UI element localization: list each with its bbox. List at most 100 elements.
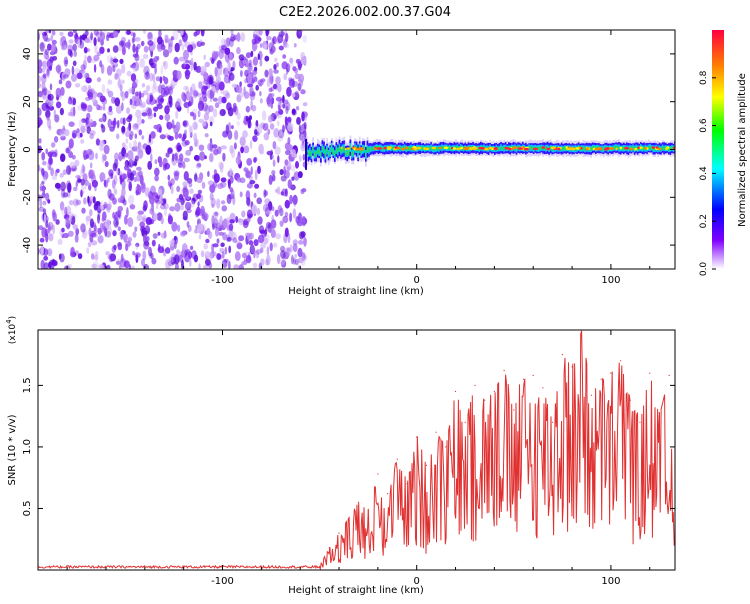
y-tick-label: 0.5 xyxy=(22,501,33,517)
noise-speckle xyxy=(205,212,209,219)
noise-speckle xyxy=(218,48,224,60)
noise-speckle xyxy=(263,43,268,50)
noise-speckle xyxy=(247,73,253,84)
signal-hotspot xyxy=(383,146,387,150)
noise-speckle xyxy=(168,256,175,263)
signal-hotspot xyxy=(609,147,614,150)
noise-speckle xyxy=(194,228,198,234)
signal-hotspot xyxy=(376,147,382,150)
noise-speckle xyxy=(171,221,178,232)
noise-speckle xyxy=(246,182,253,189)
noise-speckle xyxy=(103,144,110,155)
noise-speckle xyxy=(174,132,179,140)
noise-speckle xyxy=(289,244,293,253)
noise-speckle xyxy=(64,129,70,137)
noise-speckle xyxy=(270,219,277,229)
noise-speckle xyxy=(298,73,305,84)
noise-speckle xyxy=(257,53,260,60)
noise-speckle xyxy=(127,236,133,242)
signal-band-cell xyxy=(352,150,355,156)
noise-speckle xyxy=(144,187,150,197)
noise-speckle xyxy=(268,174,273,185)
noise-speckle xyxy=(80,64,86,71)
signal-band-cell xyxy=(641,147,644,150)
noise-speckle xyxy=(73,50,77,58)
noise-speckle xyxy=(180,197,185,206)
noise-speckle xyxy=(271,174,276,182)
signal-band-cell xyxy=(330,145,333,150)
noise-speckle xyxy=(275,76,281,85)
noise-speckle xyxy=(286,63,291,73)
noise-speckle xyxy=(291,254,294,265)
noise-speckle xyxy=(195,65,202,73)
noise-speckle xyxy=(115,260,121,265)
noise-speckle xyxy=(67,182,72,193)
noise-speckle xyxy=(145,85,151,92)
noise-speckle xyxy=(64,206,68,216)
noise-speckle xyxy=(224,246,227,255)
noise-speckle xyxy=(101,124,106,133)
noise-speckle xyxy=(94,44,98,54)
noise-speckle xyxy=(272,242,278,248)
noise-speckle xyxy=(285,32,289,42)
noise-speckle xyxy=(97,235,104,244)
snr-panel: -100 0 100 0.5 1.0 1.5 Height of straight lin… xyxy=(5,316,676,596)
noise-speckle xyxy=(78,119,84,128)
noise-speckle xyxy=(271,170,276,176)
noise-speckle xyxy=(123,260,130,269)
noise-speckle xyxy=(76,175,81,184)
noise-speckle xyxy=(273,128,280,138)
spectrogram-frame xyxy=(37,29,676,270)
noise-speckle xyxy=(174,171,179,181)
noise-speckle xyxy=(219,162,224,173)
x-tick-label: 100 xyxy=(601,275,620,286)
noise-speckle xyxy=(301,111,305,122)
signal-hotspot xyxy=(386,146,392,149)
snr-point xyxy=(66,565,68,567)
noise-speckle xyxy=(230,30,234,37)
noise-speckle xyxy=(212,181,218,189)
noise-speckle xyxy=(132,43,136,53)
noise-speckle xyxy=(40,245,44,256)
noise-speckle xyxy=(157,95,164,105)
noise-speckle xyxy=(255,249,260,259)
noise-speckle xyxy=(68,151,73,159)
noise-speckle xyxy=(112,30,119,38)
noise-speckle xyxy=(116,119,120,129)
noise-speckle xyxy=(159,76,163,84)
noise-speckle xyxy=(139,99,143,107)
noise-speckle xyxy=(280,175,287,182)
signal-hotspot xyxy=(374,147,377,151)
noise-speckle xyxy=(102,104,106,111)
snr-point xyxy=(668,374,670,377)
noise-speckle xyxy=(38,90,43,98)
snr-point xyxy=(144,565,146,567)
noise-speckle xyxy=(97,37,101,43)
noise-speckle xyxy=(124,165,129,171)
noise-speckle xyxy=(150,252,154,260)
signal-band-cell xyxy=(368,147,370,153)
noise-speckle xyxy=(157,231,161,236)
noise-speckle xyxy=(223,68,226,74)
noise-speckle xyxy=(59,129,66,138)
noise-speckle xyxy=(219,109,226,117)
noise-speckle xyxy=(181,95,186,102)
signal-hotspot xyxy=(568,147,574,151)
noise-speckle xyxy=(249,180,256,185)
noise-speckle xyxy=(209,153,214,163)
noise-speckle xyxy=(134,91,139,97)
noise-speckle xyxy=(132,32,136,38)
signal-band-cell xyxy=(671,146,673,150)
noise-speckle xyxy=(80,125,86,134)
noise-speckle xyxy=(93,202,98,211)
noise-speckle xyxy=(134,226,138,232)
noise-speckle xyxy=(95,251,99,256)
noise-speckle xyxy=(164,247,171,254)
noise-speckle xyxy=(94,185,97,192)
noise-speckle xyxy=(128,142,132,150)
noise-speckle xyxy=(298,154,302,163)
noise-speckle xyxy=(259,90,262,97)
noise-speckle xyxy=(257,79,264,86)
noise-speckle xyxy=(165,152,170,158)
noise-speckle xyxy=(73,198,79,207)
